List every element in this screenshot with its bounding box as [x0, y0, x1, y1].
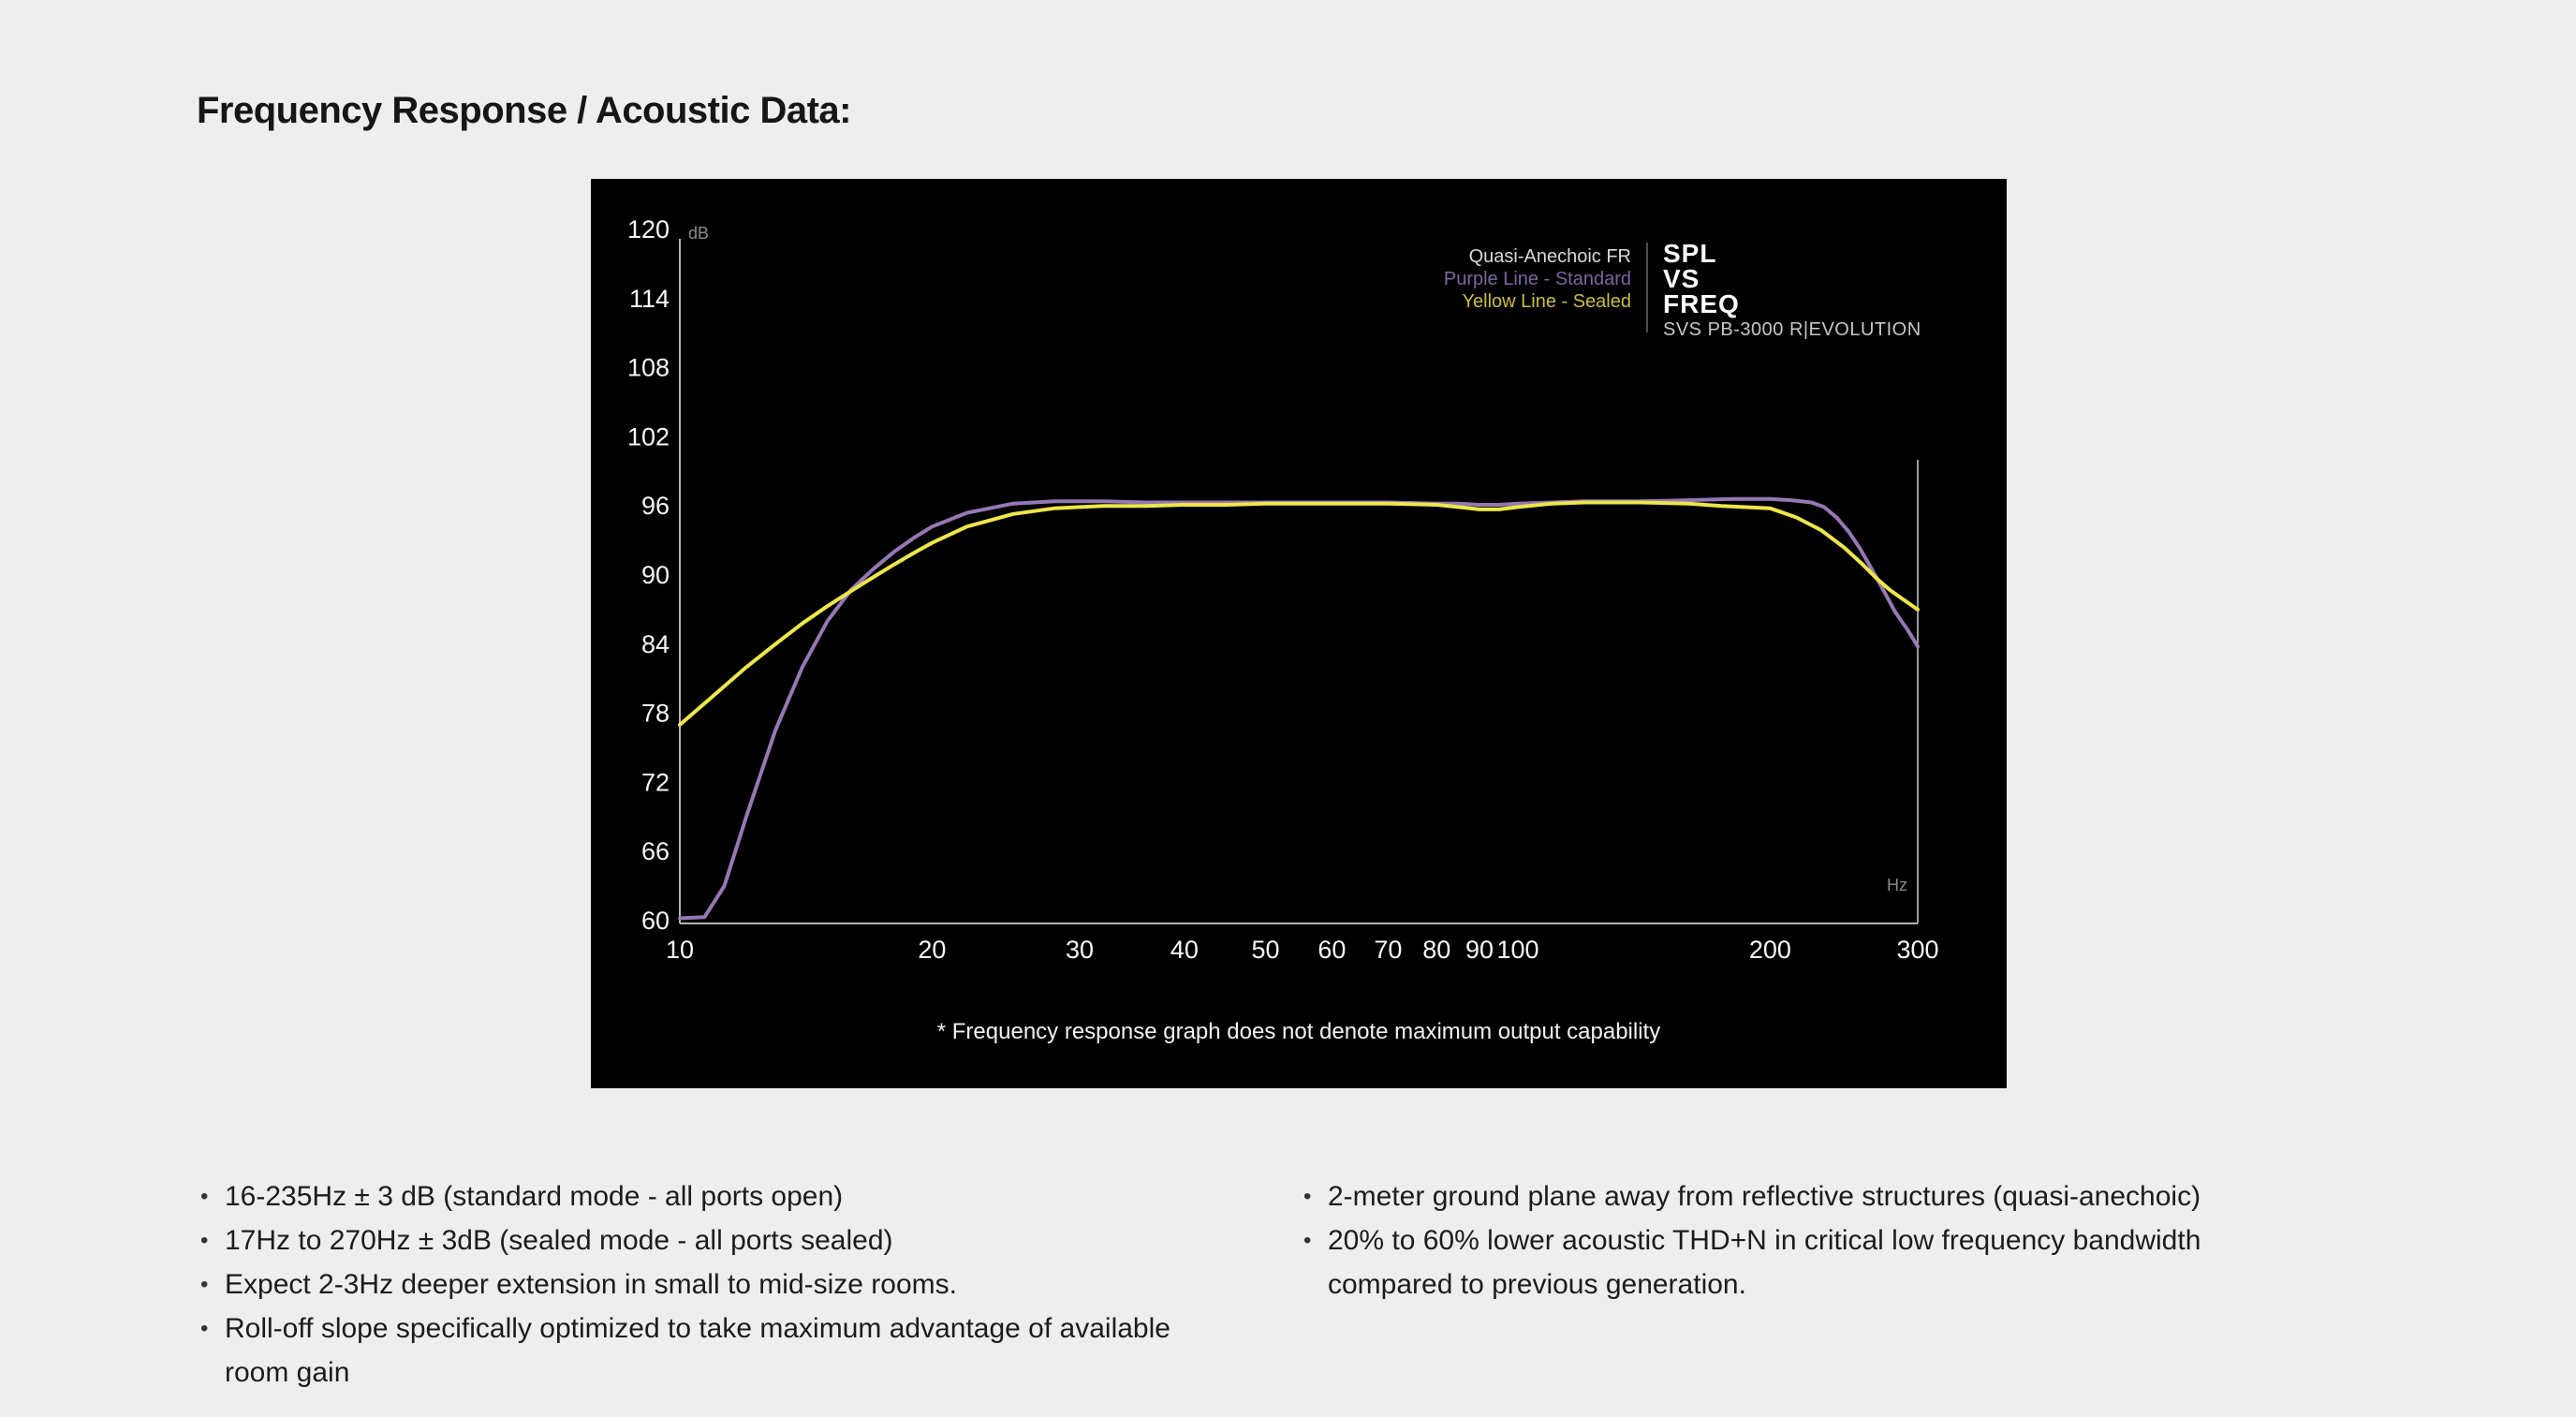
bullet-dot: •	[200, 1228, 209, 1253]
fr-chart-svg: 60 66 72 78 84 90 96 102 108 114 120 10 20 30 40 50 60 70…	[627, 215, 1939, 964]
logo-line-vs: VS	[1663, 264, 1700, 293]
bullet-list-right: • 2-meter ground plane away from reflecti…	[1302, 1174, 2327, 1306]
y-tick-label: 60	[641, 907, 670, 935]
x-tick-label: 80	[1422, 936, 1450, 964]
x-tick-label: 10	[666, 936, 694, 964]
bullet-dot: •	[1303, 1228, 1312, 1253]
bullet-text: 20% to 60% lower acoustic THD+N in criti…	[1328, 1225, 2201, 1300]
bullet-list-left: • 16-235Hz ± 3 dB (standard mode - all po…	[199, 1174, 1172, 1395]
list-item: • 17Hz to 270Hz ± 3dB (sealed mode - all …	[199, 1218, 1172, 1262]
list-item: • 16-235Hz ± 3 dB (standard mode - all po…	[199, 1174, 1172, 1218]
bullet-text: 16-235Hz ± 3 dB (standard mode - all por…	[225, 1181, 844, 1212]
y-tick-label: 102	[627, 422, 670, 450]
bullet-text: 17Hz to 270Hz ± 3dB (sealed mode - all p…	[225, 1225, 893, 1256]
x-tick-label: 200	[1749, 936, 1791, 964]
bullet-dot: •	[1303, 1184, 1312, 1209]
x-tick-label: 70	[1374, 936, 1402, 964]
bullet-text: 2-meter ground plane away from reflectiv…	[1328, 1181, 2201, 1212]
page-title: Frequency Response / Acoustic Data:	[197, 90, 851, 131]
x-tick-label: 90	[1465, 936, 1494, 964]
list-item: • Expect 2-3Hz deeper extension in small …	[199, 1262, 1172, 1306]
list-item: • Roll-off slope specifically optimized t…	[199, 1306, 1172, 1395]
list-item: • 20% to 60% lower acoustic THD+N in crit…	[1302, 1218, 2327, 1306]
x-tick-label: 30	[1066, 936, 1094, 964]
legend-divider	[1646, 243, 1648, 332]
x-tick-label: 60	[1317, 936, 1346, 964]
bullet-dot: •	[200, 1272, 209, 1297]
sealed-mode-curve	[678, 500, 1920, 727]
x-tick-label: 300	[1896, 936, 1938, 964]
y-tick-label: 96	[641, 492, 670, 520]
x-tick-label: 40	[1170, 936, 1199, 964]
y-tick-label: 72	[641, 768, 670, 796]
spl-vs-freq-logo: SPL VS FREQ SVS PB-3000 R|EVOLUTION	[1663, 241, 1921, 341]
y-axis-unit-label: dB	[688, 224, 709, 243]
y-tick-label: 66	[641, 837, 670, 865]
bullet-dot: •	[200, 1316, 209, 1341]
y-tick-label: 90	[641, 561, 670, 589]
bullet-text: Roll-off slope specifically optimized to…	[225, 1313, 1170, 1388]
y-tick-label: 114	[629, 285, 670, 313]
x-tick-label: 20	[918, 936, 946, 964]
legend-quasi-anechoic: Quasi-Anechoic FR	[1468, 246, 1631, 267]
logo-line-spl: SPL	[1663, 239, 1717, 268]
logo-line-freq: FREQ	[1663, 289, 1740, 318]
bullet-dot: •	[200, 1184, 209, 1209]
x-axis-unit-label: Hz	[1887, 876, 1907, 894]
y-tick-label: 84	[641, 630, 670, 658]
standard-mode-curve	[678, 496, 1920, 921]
list-item: • 2-meter ground plane away from reflecti…	[1302, 1174, 2327, 1218]
y-tick-label: 120	[627, 215, 670, 244]
x-tick-label: 50	[1252, 936, 1280, 964]
legend-purple-standard: Purple Line - Standard	[1443, 269, 1631, 289]
y-tick-label: 108	[627, 354, 670, 382]
x-tick-label: 100	[1496, 936, 1538, 964]
frequency-response-chart: 60 66 72 78 84 90 96 102 108 114 120 10 20 30 40 50 60 70…	[591, 179, 2007, 1088]
logo-model-name: SVS PB-3000 R|EVOLUTION	[1663, 319, 1921, 340]
y-tick-label: 78	[641, 700, 670, 728]
chart-footnote: * Frequency response graph does not deno…	[936, 1019, 1661, 1044]
bullet-text: Expect 2-3Hz deeper extension in small t…	[225, 1269, 957, 1300]
chart-legend: Quasi-Anechoic FR Purple Line - Standard…	[1444, 245, 1631, 313]
legend-yellow-sealed: Yellow Line - Sealed	[1462, 291, 1632, 312]
